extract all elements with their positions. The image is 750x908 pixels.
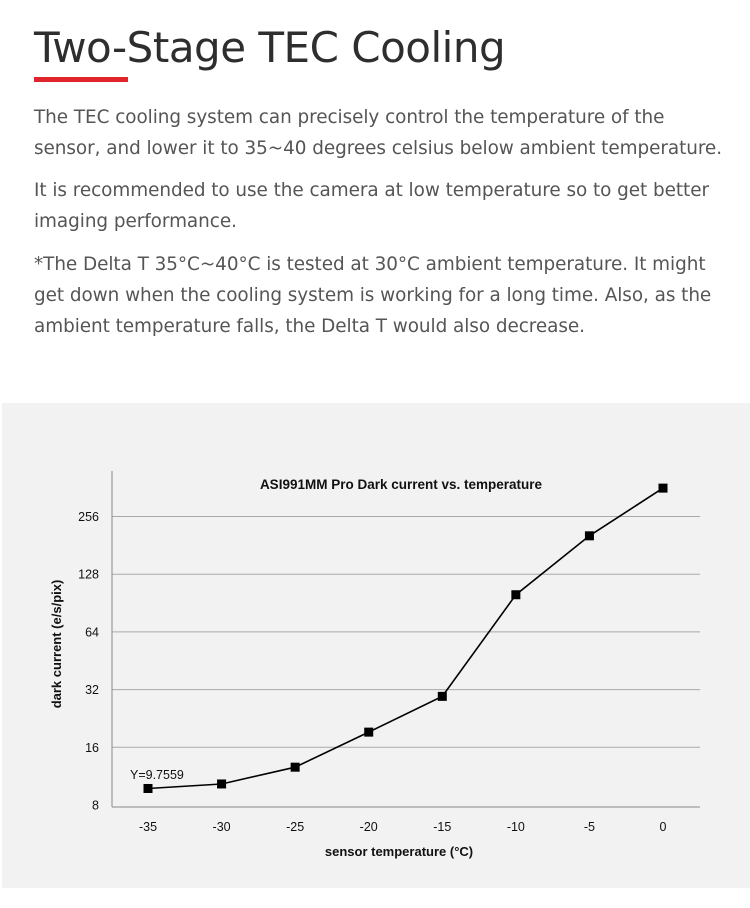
x-tick-label: -10 (507, 820, 525, 834)
data-point (217, 779, 227, 789)
y-tick-labels: 8 16 32 64 128 256 (78, 510, 99, 813)
y-tick-label: 32 (85, 683, 99, 697)
x-tick-label: -30 (213, 820, 231, 834)
y-axis-label: dark current (e/s/pix) (49, 580, 64, 709)
recommendation-paragraph: It is recommended to use the camera at l… (34, 180, 709, 232)
intro-paragraph: The TEC cooling system can precisely con… (34, 107, 722, 159)
chart-panel: 8 16 32 64 128 256 -35 -30 -25 -20 -15 -10 -5 0 ASI9… (2, 403, 750, 888)
page-title: Two-Stage TEC Cooling (34, 23, 506, 72)
x-tick-label: -35 (139, 820, 157, 834)
dark-current-data-points (143, 483, 668, 793)
data-point (364, 727, 374, 737)
x-tick-label: -5 (584, 820, 595, 834)
y-tick-label: 128 (78, 568, 99, 582)
chart-title: ASI991MM Pro Dark current vs. temperatur… (260, 477, 543, 492)
x-tick-label: 0 (660, 820, 667, 834)
delta-t-note-paragraph: *The Delta T 35°C~40°C is tested at 30°C… (34, 254, 712, 337)
min-value-annotation: Y=9.7559 (130, 768, 184, 782)
data-point (658, 483, 668, 493)
y-tick-label: 256 (78, 510, 99, 524)
dark-current-chart: 8 16 32 64 128 256 -35 -30 -25 -20 -15 -10 -5 0 ASI9… (49, 471, 700, 859)
x-tick-label: -25 (286, 820, 304, 834)
y-tick-label: 8 (92, 799, 99, 813)
x-axis-label: sensor temperature (°C) (325, 844, 473, 859)
data-point (511, 590, 521, 600)
data-point (143, 783, 153, 793)
dark-current-series-line (147, 487, 664, 790)
x-tick-labels: -35 -30 -25 -20 -15 -10 -5 0 (139, 820, 667, 834)
data-point (584, 531, 594, 541)
x-tick-label: -15 (433, 820, 451, 834)
y-tick-label: 16 (85, 741, 99, 755)
x-tick-label: -20 (360, 820, 378, 834)
title-underline (34, 77, 128, 82)
data-point (290, 762, 300, 772)
gridlines (112, 516, 700, 748)
y-tick-label: 64 (85, 625, 99, 639)
data-point (437, 691, 447, 701)
